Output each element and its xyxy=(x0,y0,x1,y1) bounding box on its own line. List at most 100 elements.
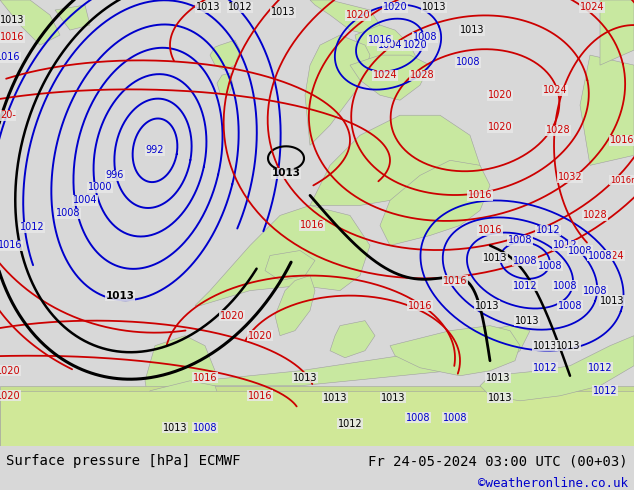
Polygon shape xyxy=(180,326,530,386)
Polygon shape xyxy=(355,25,420,90)
Text: 1012: 1012 xyxy=(536,225,560,236)
Text: 1016: 1016 xyxy=(248,391,272,401)
Text: 1008: 1008 xyxy=(456,57,480,67)
Text: 1008: 1008 xyxy=(568,245,592,255)
Text: 1013: 1013 xyxy=(271,169,301,178)
Text: 1020: 1020 xyxy=(220,311,244,320)
Text: 1013: 1013 xyxy=(163,423,187,433)
Text: 1016: 1016 xyxy=(0,241,22,250)
Text: 1016: 1016 xyxy=(610,135,634,145)
Text: 1016: 1016 xyxy=(193,373,217,383)
Text: 1008: 1008 xyxy=(553,281,577,291)
Text: 1016: 1016 xyxy=(443,275,467,286)
Text: 992: 992 xyxy=(146,146,164,155)
Text: 1016: 1016 xyxy=(468,191,492,200)
Polygon shape xyxy=(210,40,240,70)
Polygon shape xyxy=(275,275,315,336)
Text: 1013: 1013 xyxy=(515,316,540,326)
Text: 996: 996 xyxy=(106,171,124,180)
Text: 1012: 1012 xyxy=(588,363,612,373)
Text: 1004: 1004 xyxy=(73,196,97,205)
Text: 1013: 1013 xyxy=(293,373,317,383)
Text: 1024: 1024 xyxy=(543,85,567,95)
Text: 1028: 1028 xyxy=(410,70,434,80)
Text: 1000: 1000 xyxy=(87,182,112,193)
Text: 1013: 1013 xyxy=(556,341,580,351)
Text: 1012: 1012 xyxy=(338,419,362,429)
Text: 1024: 1024 xyxy=(579,2,604,12)
Polygon shape xyxy=(195,205,370,306)
Text: 1008: 1008 xyxy=(558,301,582,311)
Text: 1013: 1013 xyxy=(486,373,510,383)
Text: Surface pressure [hPa] ECMWF: Surface pressure [hPa] ECMWF xyxy=(6,454,241,468)
Text: 1012: 1012 xyxy=(228,2,252,12)
Text: 1012: 1012 xyxy=(20,222,44,232)
Text: 1020: 1020 xyxy=(488,122,512,132)
Text: 1016: 1016 xyxy=(368,35,392,45)
Text: 1020: 1020 xyxy=(346,10,370,20)
Text: 1008: 1008 xyxy=(513,255,537,266)
Polygon shape xyxy=(580,55,634,165)
Text: 1008: 1008 xyxy=(583,286,607,295)
Text: 1008: 1008 xyxy=(508,236,533,245)
Polygon shape xyxy=(600,0,634,65)
Text: 1013: 1013 xyxy=(482,252,507,263)
Text: 1020: 1020 xyxy=(403,40,427,50)
Text: 1016: 1016 xyxy=(0,32,24,42)
Text: 20-: 20- xyxy=(0,110,16,120)
Text: 1032: 1032 xyxy=(558,172,582,182)
Text: 1008: 1008 xyxy=(443,413,467,423)
Text: 1020: 1020 xyxy=(383,2,407,12)
Text: 1008: 1008 xyxy=(406,413,430,423)
Text: 1012: 1012 xyxy=(513,281,537,291)
Polygon shape xyxy=(350,55,430,100)
Text: 1013: 1013 xyxy=(105,291,134,300)
Text: 1008: 1008 xyxy=(538,261,562,270)
Text: 1020: 1020 xyxy=(248,331,273,341)
Text: 1013: 1013 xyxy=(196,2,220,12)
Polygon shape xyxy=(265,250,315,281)
Text: 1013: 1013 xyxy=(488,393,512,403)
Polygon shape xyxy=(310,115,480,205)
Polygon shape xyxy=(145,381,220,431)
Polygon shape xyxy=(145,336,215,426)
Text: 1008: 1008 xyxy=(193,423,217,433)
Polygon shape xyxy=(0,391,634,446)
Polygon shape xyxy=(0,0,60,45)
Polygon shape xyxy=(55,5,90,30)
Text: 1020: 1020 xyxy=(0,391,20,401)
Text: 1008: 1008 xyxy=(588,250,612,261)
Text: 1016: 1016 xyxy=(408,301,432,311)
Text: 1013: 1013 xyxy=(422,2,446,12)
Text: 1013: 1013 xyxy=(460,25,484,35)
Text: 1012: 1012 xyxy=(533,363,557,373)
Text: 1004: 1004 xyxy=(378,40,402,50)
Text: 1008: 1008 xyxy=(56,208,81,219)
Text: 1008: 1008 xyxy=(413,32,437,42)
Text: 1020: 1020 xyxy=(0,366,20,376)
Text: 1012: 1012 xyxy=(553,241,578,250)
Text: ©weatheronline.co.uk: ©weatheronline.co.uk xyxy=(477,477,628,490)
Polygon shape xyxy=(330,320,375,358)
Text: 1016r: 1016r xyxy=(610,176,634,185)
Text: 1013: 1013 xyxy=(0,15,24,25)
Text: 1024: 1024 xyxy=(600,250,624,261)
Text: 1016: 1016 xyxy=(300,220,324,230)
Polygon shape xyxy=(217,73,233,95)
Text: 1020: 1020 xyxy=(488,90,512,100)
Text: 1028: 1028 xyxy=(583,210,607,221)
Polygon shape xyxy=(305,35,370,146)
Polygon shape xyxy=(310,0,380,35)
Polygon shape xyxy=(0,386,634,446)
Polygon shape xyxy=(380,160,490,245)
Text: 1016: 1016 xyxy=(0,52,20,62)
Text: 1013: 1013 xyxy=(323,393,347,403)
Text: 1028: 1028 xyxy=(546,125,571,135)
Polygon shape xyxy=(390,326,520,376)
Text: 1024: 1024 xyxy=(373,70,398,80)
Text: 1013: 1013 xyxy=(381,393,405,403)
Text: 1013: 1013 xyxy=(475,301,499,311)
Text: 1013: 1013 xyxy=(600,295,624,306)
Polygon shape xyxy=(480,336,634,401)
Text: 1013: 1013 xyxy=(533,341,557,351)
